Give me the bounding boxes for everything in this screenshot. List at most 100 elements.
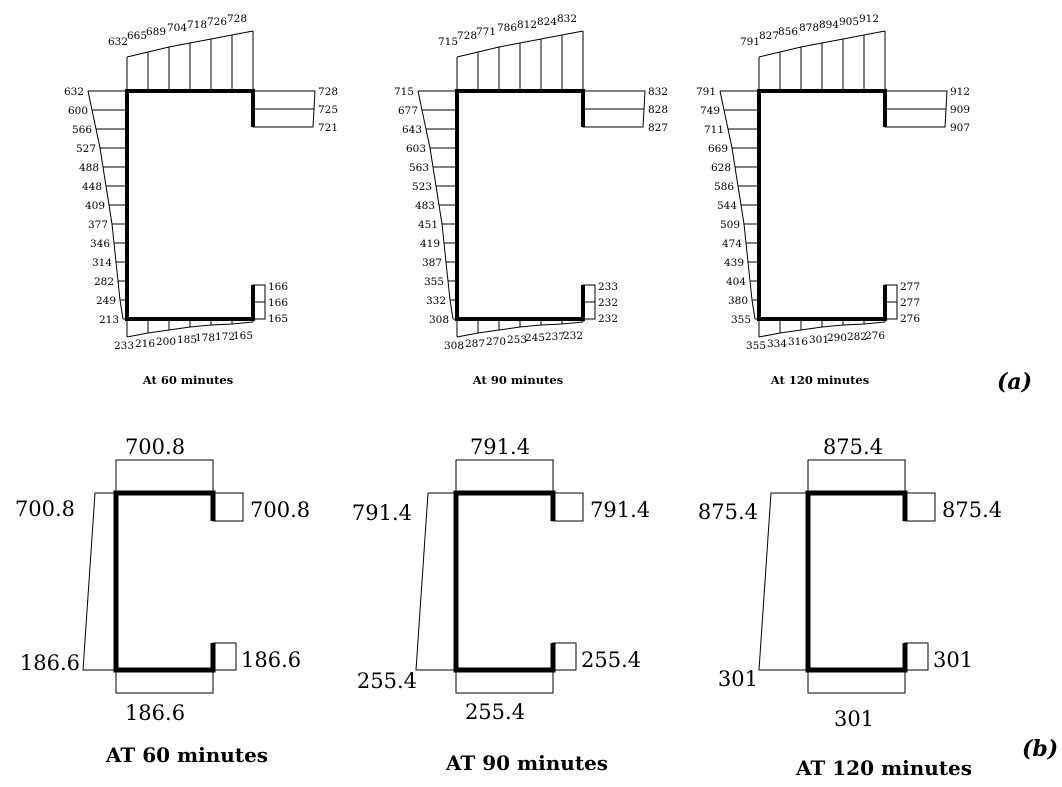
web-value: 527 [76, 143, 96, 155]
average-panel-3: 875.4 875.4 875.4 301 301 301 AT 120 minutes [698, 435, 1002, 780]
web-value: 600 [68, 105, 88, 117]
bottom-flange-value: 316 [788, 336, 808, 348]
channel-section [757, 89, 887, 321]
bottom-flange-block [807, 669, 906, 694]
bottom-flange-value: 232 [563, 330, 583, 342]
bottom-flange-value: 253 [507, 334, 527, 346]
top-flange-value: 632 [108, 36, 128, 48]
top-lip-value: 828 [648, 104, 668, 116]
bottom-flange-value: 172 [215, 331, 235, 343]
top-flange-value: 726 [207, 16, 227, 28]
web-top-value: 700.8 [15, 497, 75, 521]
web-value: 282 [94, 276, 114, 288]
top-lip-value: 827 [648, 122, 668, 134]
top-lip-value: 728 [318, 86, 338, 98]
web-value: 377 [88, 219, 108, 231]
web-value: 603 [406, 143, 426, 155]
panel-a-label: (a) [997, 369, 1032, 395]
web-value: 483 [415, 200, 435, 212]
web-value: 439 [724, 257, 744, 269]
bottom-lip-block [212, 642, 237, 671]
top-flange-value: 824 [537, 16, 557, 28]
web-value: 213 [99, 314, 119, 326]
bottom-lip-value: 277 [900, 281, 920, 293]
web-value: 677 [398, 105, 418, 117]
web-top-value: 875.4 [698, 500, 758, 524]
bottom-lip-profile [252, 284, 266, 320]
bottom-flange-value: 301 [834, 707, 874, 731]
top-lip-value: 875.4 [942, 498, 1002, 522]
bottom-flange-value: 245 [525, 332, 545, 344]
top-flange-value: 905 [839, 16, 859, 28]
bottom-lip-value: 166 [268, 281, 288, 293]
top-flange-value: 704 [167, 22, 187, 34]
bottom-flange-value: 308 [444, 340, 464, 352]
web-value: 749 [700, 105, 720, 117]
bottom-lip-profile [582, 284, 596, 320]
top-flange-block [455, 459, 554, 494]
web-value: 249 [96, 295, 116, 307]
web-bottom-value: 255.4 [357, 669, 417, 693]
average-panel-caption: AT 60 minutes [105, 743, 268, 767]
channel-section [805, 490, 908, 673]
detail-panel-caption: At 120 minutes [770, 373, 869, 387]
top-lip-value: 791.4 [590, 498, 650, 522]
channel-section [113, 490, 216, 673]
bottom-flange-value: 178 [195, 332, 215, 344]
bottom-lip-profile [884, 284, 898, 320]
top-lip-value: 907 [950, 122, 970, 134]
web-value: 523 [412, 181, 432, 193]
web-value: 355 [424, 276, 444, 288]
top-flange-value: 791 [740, 36, 760, 48]
top-flange-value: 875.4 [823, 435, 883, 459]
bottom-flange-value: 185 [177, 334, 197, 346]
average-panel-caption: AT 120 minutes [795, 756, 972, 780]
top-lip-block [212, 492, 244, 522]
web-value: 488 [79, 162, 99, 174]
bottom-lip-value: 233 [598, 281, 618, 293]
top-flange-value: 718 [187, 19, 207, 31]
panel-b-average-profiles: 700.8 700.8 700.8 186.6 186.6 186.6 AT 60 minu… [15, 435, 1002, 780]
web-value: 563 [409, 162, 429, 174]
top-flange-value: 728 [457, 30, 477, 42]
top-flange-value: 728 [227, 13, 247, 25]
bottom-flange-value: 237 [545, 331, 565, 343]
bottom-flange-value: 301 [809, 334, 829, 346]
web-value: 643 [402, 124, 422, 136]
bottom-flange-block [455, 669, 554, 694]
bottom-flange-value: 276 [865, 330, 885, 342]
channel-section [455, 89, 585, 321]
bottom-flange-value: 290 [827, 332, 847, 344]
bottom-lip-value: 277 [900, 297, 920, 309]
bottom-lip-value: 232 [598, 297, 618, 309]
top-lip-value: 909 [950, 104, 970, 116]
web-profile [758, 492, 809, 671]
web-profile [415, 492, 457, 671]
bottom-lip-value: 276 [900, 313, 920, 325]
web-top-value: 791.4 [352, 501, 412, 525]
web-value: 715 [394, 86, 414, 98]
web-value: 544 [717, 200, 737, 212]
bottom-lip-value: 255.4 [581, 648, 641, 672]
bottom-lip-block [904, 642, 929, 671]
top-flange-value: 786 [497, 22, 517, 34]
top-lip-profile [884, 90, 948, 128]
bottom-flange-value: 270 [486, 336, 506, 348]
channel-section [453, 490, 556, 673]
bottom-flange-value: 282 [847, 331, 867, 343]
bottom-flange-value: 287 [465, 338, 485, 350]
web-value: 332 [426, 295, 446, 307]
bottom-lip-value: 232 [598, 313, 618, 325]
top-flange-value: 791.4 [470, 435, 530, 459]
web-value: 711 [704, 124, 724, 136]
web-value: 509 [720, 219, 740, 231]
top-flange-value: 665 [127, 30, 147, 42]
web-value: 387 [422, 257, 442, 269]
average-panel-1: 700.8 700.8 700.8 186.6 186.6 186.6 AT 60 minu… [15, 435, 310, 767]
web-value: 586 [714, 181, 734, 193]
top-flange-value: 771 [476, 26, 496, 38]
